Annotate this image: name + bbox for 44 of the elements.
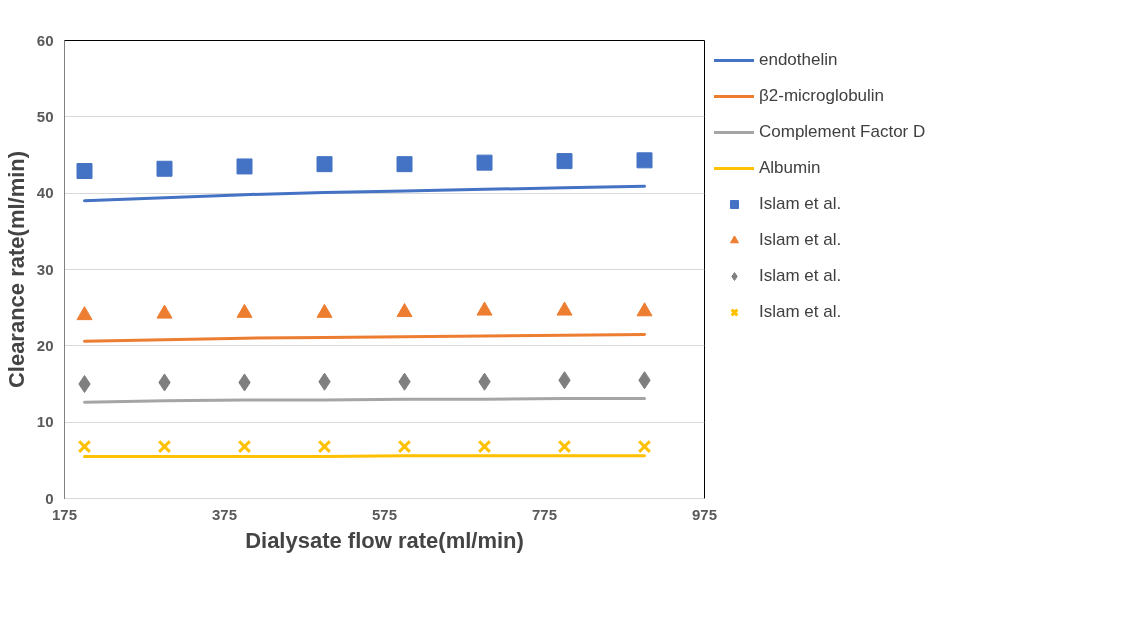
point — [157, 439, 172, 454]
point — [76, 163, 93, 180]
x-tick-label: 175 — [51, 505, 78, 523]
point — [77, 439, 92, 454]
y-tick-label: 50 — [36, 107, 54, 125]
point — [236, 158, 253, 175]
legend-label: endothelin — [759, 50, 838, 70]
point — [636, 152, 653, 169]
legend-label: Albumin — [759, 158, 821, 178]
legend-label: Islam et al. — [759, 230, 842, 250]
line-series — [83, 332, 646, 343]
point — [78, 375, 91, 393]
point — [477, 439, 492, 454]
point — [636, 302, 653, 317]
legend-label: β2-microglobulin — [759, 86, 885, 106]
y-tick-label: 30 — [36, 260, 54, 278]
point — [156, 160, 173, 177]
point — [76, 306, 93, 321]
point — [557, 439, 572, 454]
y-tick-label: 40 — [36, 184, 54, 202]
y-tick-label: 60 — [36, 31, 54, 49]
x-tick-label: 975 — [691, 505, 718, 523]
point — [316, 156, 333, 173]
point — [637, 439, 652, 454]
legend-label: Complement Factor D — [759, 122, 926, 142]
point — [476, 154, 493, 171]
point — [556, 153, 573, 170]
x-tick-label: 775 — [531, 505, 558, 523]
y-tick-label: 0 — [45, 489, 54, 507]
point — [396, 156, 413, 173]
point — [317, 439, 332, 454]
x-tick-label: 575 — [371, 505, 398, 523]
legend-label: Islam et al. — [759, 266, 842, 286]
x-tick-label: 375 — [211, 505, 238, 523]
legend-label: Islam et al. — [759, 194, 842, 214]
point — [237, 439, 252, 454]
line-series — [83, 184, 646, 203]
x-axis-title: Dialysate flow rate(ml/min) — [245, 527, 524, 553]
point — [396, 303, 413, 318]
point — [397, 439, 412, 454]
legend-label: Islam et al. — [759, 302, 842, 322]
y-tick-label: 10 — [36, 413, 54, 431]
y-axis-title: Clearance rate(ml/min) — [3, 150, 29, 389]
y-tick-label: 20 — [36, 336, 54, 354]
